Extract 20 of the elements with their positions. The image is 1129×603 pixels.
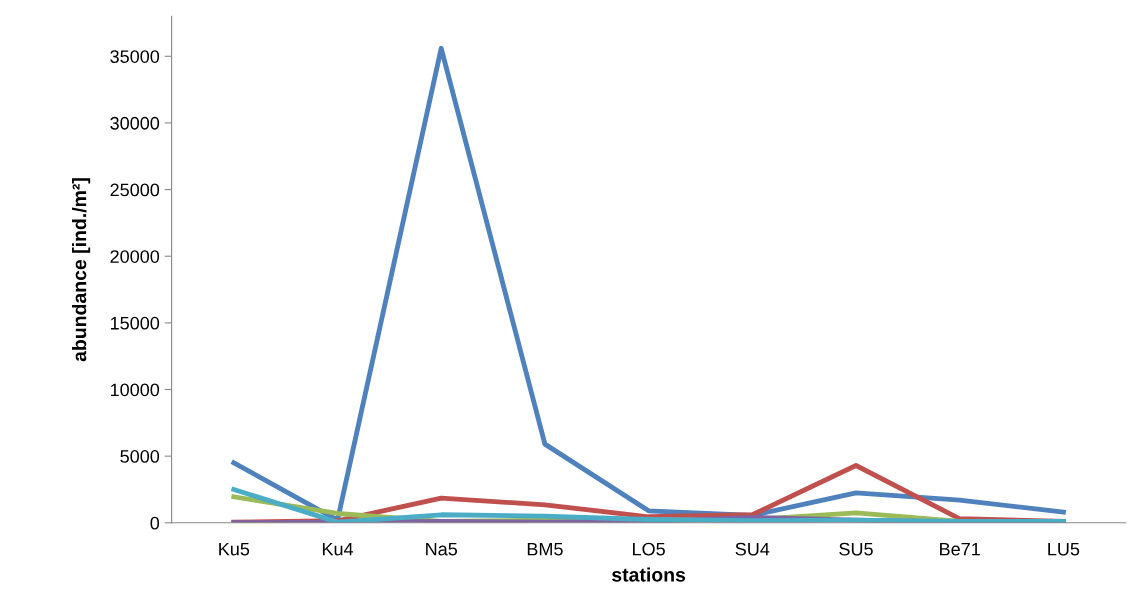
y-tick-label: 25000 xyxy=(110,183,160,197)
x-axis-title: stations xyxy=(612,567,686,582)
y-tick-label: 0 xyxy=(150,516,160,530)
y-tick-label: 5000 xyxy=(120,450,160,463)
y-tick-label: 15000 xyxy=(110,316,160,330)
y-tick-label: 30000 xyxy=(110,116,160,130)
y-tick-label: 35000 xyxy=(110,50,160,63)
x-tick-label: Ku5 xyxy=(219,542,250,556)
x-tick-label: LU5 xyxy=(1048,542,1080,556)
x-tick-label: Na5 xyxy=(426,542,458,556)
x-tick-label: Be71 xyxy=(940,542,980,556)
y-tick-label: 10000 xyxy=(110,383,160,397)
x-tick-label: SU5 xyxy=(839,542,873,556)
y-tick-label: 20000 xyxy=(110,250,160,263)
line-series xyxy=(231,487,1066,523)
y-axis-title: abundance [ind./m²] xyxy=(72,178,91,362)
x-tick-label: BM5 xyxy=(527,542,563,556)
x-tick-label: Ku4 xyxy=(322,542,354,556)
x-tick-label: SU4 xyxy=(735,542,770,556)
x-tick-label: LO5 xyxy=(633,542,665,556)
